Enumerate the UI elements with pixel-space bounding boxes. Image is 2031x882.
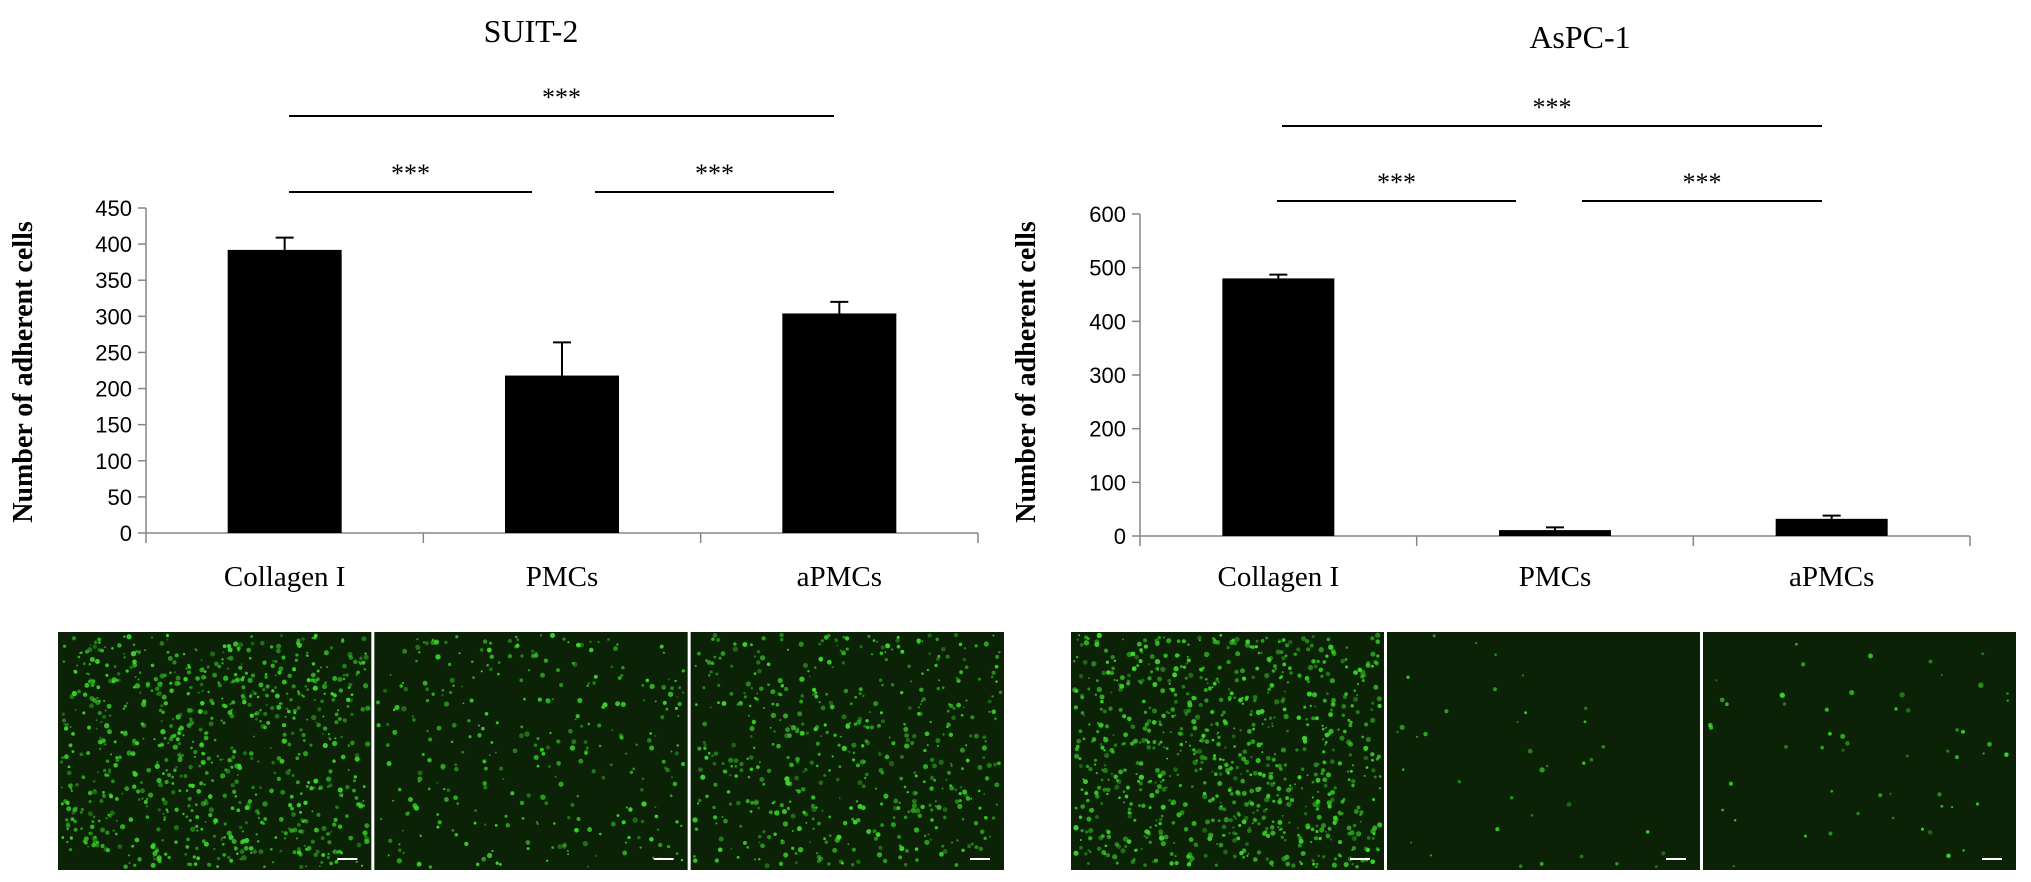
suit2-y-tick-label: 450 bbox=[95, 196, 132, 221]
suit2-bar-collagen-i bbox=[227, 249, 342, 533]
fluorescent-cells bbox=[59, 633, 371, 870]
aspc1-y-tick-label: 300 bbox=[1089, 363, 1126, 388]
aspc1-micrograph-collagen-i bbox=[1071, 632, 1384, 870]
aspc1-significance-label: *** bbox=[1533, 93, 1572, 122]
suit2-bar-apmcs bbox=[782, 313, 897, 533]
scale-bar bbox=[1666, 858, 1686, 860]
suit2-chart: SUIT-2 Number of adherent cells 0 50 100 150 2… bbox=[8, 13, 979, 593]
suit2-y-tick-label: 400 bbox=[95, 232, 132, 257]
scale-bar bbox=[1982, 858, 2002, 860]
aspc1-y-tick-label: 600 bbox=[1089, 202, 1126, 227]
aspc1-bar-pmcs bbox=[1499, 530, 1611, 536]
suit2-y-tick-label: 200 bbox=[95, 377, 132, 402]
aspc1-micrograph-pmcs bbox=[1387, 632, 1700, 870]
suit2-significance-label: *** bbox=[391, 159, 430, 188]
aspc1-y-tick-label: 400 bbox=[1089, 309, 1126, 334]
micrograph-background bbox=[1703, 632, 2016, 870]
micrograph-background bbox=[58, 632, 372, 870]
aspc1-y-tick-label: 0 bbox=[1114, 524, 1126, 549]
suit2-y-tick-label: 0 bbox=[120, 521, 132, 546]
suit2-micrograph-collagen-i bbox=[58, 632, 372, 870]
suit2-chart-title: SUIT-2 bbox=[484, 13, 579, 49]
aspc1-significance-label: *** bbox=[1683, 168, 1722, 197]
fluorescent-cells bbox=[1396, 634, 1666, 869]
suit2-bar-pmcs bbox=[505, 375, 619, 533]
aspc1-category-label: Collagen I bbox=[1218, 561, 1340, 593]
scale-bar bbox=[970, 858, 990, 860]
fluorescent-cells bbox=[692, 632, 1003, 869]
aspc1-bar-apmcs bbox=[1775, 518, 1888, 536]
suit2-y-tick-label: 50 bbox=[108, 485, 132, 510]
suit2-y-axis-title: Number of adherent cells bbox=[8, 221, 39, 523]
scale-bar bbox=[653, 858, 674, 860]
aspc1-micrograph-apmcs bbox=[1703, 632, 2016, 870]
suit2-y-tick-label: 150 bbox=[95, 413, 132, 438]
fluorescent-cells bbox=[376, 632, 686, 869]
suit2-micrograph-pmcs bbox=[374, 632, 688, 870]
suit2-y-tick-label: 250 bbox=[95, 340, 132, 365]
suit2-micrograph-apmcs bbox=[690, 632, 1004, 870]
aspc1-chart: AsPC-1 Number of adherent cells 0 100 200 300… bbox=[1011, 19, 1971, 593]
suit2-micrographs bbox=[58, 632, 1004, 870]
micrograph-background bbox=[690, 632, 1004, 870]
suit2-category-label: PMCs bbox=[526, 561, 599, 593]
suit2-y-tick-label: 300 bbox=[95, 304, 132, 329]
fluorescent-cells bbox=[1072, 632, 1383, 869]
aspc1-y-tick-label: 500 bbox=[1089, 256, 1126, 281]
aspc1-significance-label: *** bbox=[1377, 168, 1416, 197]
scale-bar bbox=[337, 858, 358, 860]
suit2-y-tick-label: 100 bbox=[95, 449, 132, 474]
scale-bar bbox=[1350, 858, 1370, 860]
aspc1-chart-title: AsPC-1 bbox=[1529, 19, 1630, 55]
micrograph-background bbox=[1387, 632, 1700, 870]
aspc1-y-tick-label: 200 bbox=[1089, 417, 1126, 442]
suit2-significance-label: *** bbox=[695, 159, 734, 188]
micrograph-background bbox=[374, 632, 688, 870]
suit2-y-tick-label: 350 bbox=[95, 268, 132, 293]
suit2-significance-label: *** bbox=[542, 83, 581, 112]
aspc1-micrographs bbox=[1071, 632, 2016, 870]
suit2-category-label: Collagen I bbox=[224, 561, 346, 593]
micrograph-background bbox=[1071, 632, 1384, 870]
fluorescent-cells bbox=[1708, 642, 2009, 868]
aspc1-y-tick-label: 100 bbox=[1089, 470, 1126, 495]
suit2-category-label: aPMCs bbox=[797, 561, 882, 593]
aspc1-y-axis-title: Number of adherent cells bbox=[1011, 221, 1042, 523]
aspc1-bar-collagen-i bbox=[1222, 278, 1335, 536]
aspc1-category-label: PMCs bbox=[1519, 561, 1592, 593]
aspc1-category-label: aPMCs bbox=[1789, 561, 1874, 593]
